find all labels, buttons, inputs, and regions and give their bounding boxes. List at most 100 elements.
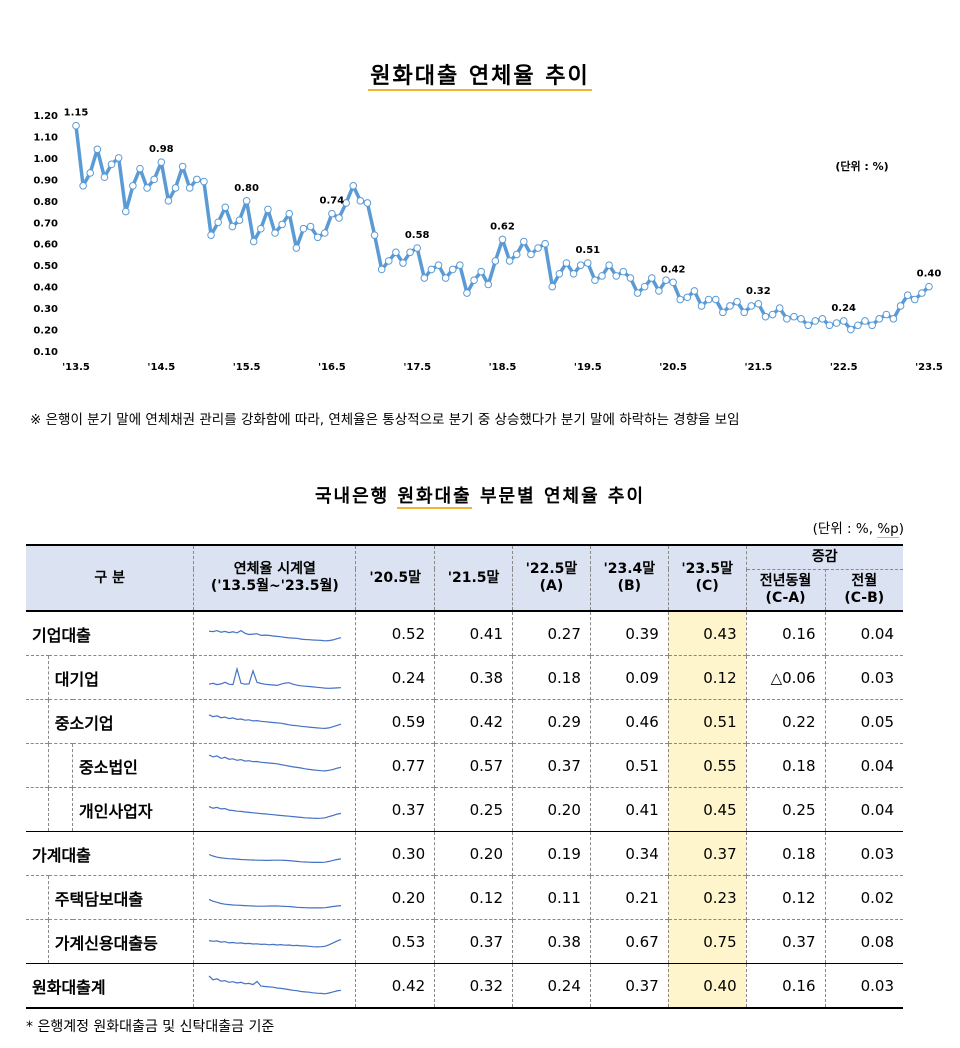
data-point — [441, 274, 450, 282]
value-cell: 0.27 — [512, 611, 591, 656]
data-point — [740, 308, 748, 317]
table-row-household-loans: 가계대출 0.30 0.20 0.19 0.34 0.37 0.18 0.03 — [26, 831, 903, 876]
sparkline — [208, 629, 341, 641]
data-point — [598, 272, 606, 280]
y-tick-label: 0.60 — [33, 240, 58, 251]
value-cell: 0.21 — [590, 875, 669, 920]
value-cell: 0.25 — [434, 787, 513, 832]
value-cell: 0.37 — [746, 919, 826, 964]
value-cell: 0.39 — [590, 611, 669, 656]
x-tick-label: '21.5 — [745, 362, 773, 373]
chart-unit-label: (단위 : %) — [835, 159, 888, 173]
x-tick-label: '17.5 — [403, 362, 431, 373]
data-point — [683, 293, 692, 302]
value-cell: 0.45 — [668, 787, 747, 832]
data-point — [719, 308, 727, 317]
value-cell: 0.43 — [668, 611, 747, 656]
data-point — [136, 164, 144, 173]
value-cell: 0.34 — [590, 831, 669, 876]
value-cell: 0.18 — [746, 831, 826, 876]
sparkline — [208, 898, 341, 908]
row-label: 개인사업자 — [79, 801, 153, 821]
sparkline — [208, 713, 341, 729]
data-point — [711, 295, 720, 304]
data-point — [93, 145, 102, 154]
data-point — [107, 160, 116, 169]
data-point — [420, 274, 429, 282]
data-point — [150, 175, 158, 184]
y-tick-label: 0.30 — [33, 304, 58, 315]
value-cell: 0.24 — [355, 655, 436, 700]
data-point — [185, 184, 194, 192]
delinquency-table: 구 분 연체율 시계열 ('13.5월~'23.5월) '20.5말 '21.5말… — [26, 544, 903, 1009]
data-label: 0.51 — [575, 245, 600, 256]
table-footnote: * 은행계정 원화대출금 및 신탁대출금 기준 — [26, 1019, 275, 1035]
sparkline-cell — [193, 743, 357, 788]
y-tick-label: 0.90 — [33, 175, 58, 186]
data-point — [114, 154, 123, 162]
data-point — [761, 312, 770, 321]
sparkline — [208, 938, 342, 948]
delinquency-line-chart: 0.10 0.20 0.30 0.40 0.50 0.60 0.70 0.80 0.90 1.00… — [33, 108, 943, 373]
data-point — [669, 278, 677, 287]
data-point — [178, 162, 187, 171]
data-point — [313, 233, 322, 242]
data-labels: 1.15 0.98 0.80 0.74 0.58 0.62 0.51 0.42 0.32 0.24… — [64, 108, 942, 314]
header-mom: 전월 (C-B) — [825, 568, 903, 612]
data-point — [477, 267, 485, 276]
data-point — [605, 261, 613, 269]
value-cell: 0.37 — [355, 787, 436, 832]
value-cell: 0.42 — [355, 963, 436, 1009]
value-cell: 0.37 — [590, 963, 669, 1009]
data-point — [399, 259, 407, 267]
value-cell: 0.57 — [434, 743, 513, 788]
data-point — [640, 282, 649, 291]
sparkline — [208, 666, 341, 689]
data-point — [157, 158, 166, 166]
data-point — [335, 214, 343, 222]
data-label: 0.42 — [661, 264, 686, 275]
data-point — [676, 295, 685, 304]
data-point — [320, 229, 329, 237]
table-row-sme-corporations: 중소법인 0.77 0.57 0.37 0.51 0.55 0.18 0.04 — [26, 743, 903, 788]
data-point — [832, 319, 841, 327]
value-cell: 0.09 — [590, 655, 669, 700]
data-point — [306, 222, 315, 231]
data-point — [662, 276, 670, 285]
value-cell: 0.37 — [668, 831, 747, 876]
header-col-2005: '20.5말 — [355, 544, 436, 612]
value-cell: 0.03 — [825, 831, 903, 876]
data-point — [576, 261, 585, 269]
value-cell: 0.37 — [434, 919, 513, 964]
x-tick-label: '18.5 — [489, 362, 517, 373]
data-point — [512, 250, 521, 259]
value-cell: 0.04 — [825, 787, 903, 832]
data-point — [491, 257, 500, 265]
value-cell: 0.30 — [355, 831, 436, 876]
data-point — [925, 282, 933, 291]
x-tick-label: '13.5 — [62, 362, 90, 373]
data-point — [193, 175, 201, 184]
value-cell: 0.46 — [590, 699, 669, 744]
y-tick-label: 0.20 — [33, 326, 58, 337]
data-label: 0.80 — [234, 183, 259, 194]
data-point — [790, 312, 798, 321]
data-label: 0.58 — [405, 230, 430, 241]
data-point — [811, 317, 820, 325]
data-point — [228, 222, 237, 231]
data-point — [278, 220, 286, 229]
data-point — [377, 265, 386, 274]
sparkline-cell — [193, 919, 357, 964]
value-cell: 0.29 — [512, 699, 591, 744]
sparkline-cell — [193, 875, 357, 920]
data-point — [164, 197, 173, 205]
data-point — [86, 169, 95, 177]
y-tick-label: 0.40 — [33, 283, 58, 294]
row-label: 주택담보대출 — [54, 889, 144, 909]
series-points — [72, 121, 933, 334]
sparkline-cell — [193, 787, 357, 832]
value-cell: 0.20 — [512, 787, 591, 832]
value-cell: 0.37 — [512, 743, 591, 788]
data-point — [839, 317, 848, 325]
data-point — [392, 248, 400, 257]
